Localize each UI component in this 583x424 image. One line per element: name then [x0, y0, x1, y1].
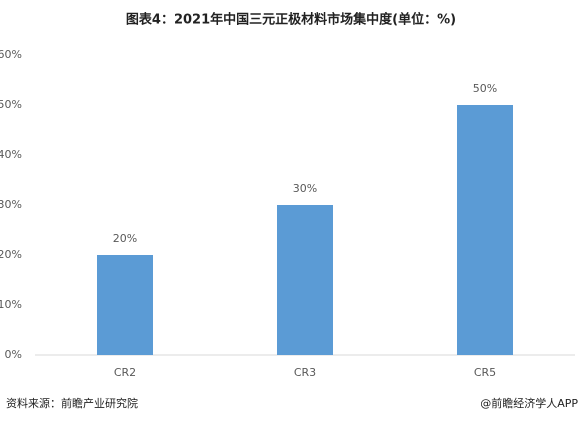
- y-tick-label: 30%: [0, 198, 22, 211]
- y-tick-label: 0%: [5, 348, 22, 361]
- bar: [277, 205, 333, 355]
- value-label: 50%: [473, 82, 497, 95]
- y-tick-label: 40%: [0, 148, 22, 161]
- x-tick-label: CR5: [474, 366, 496, 379]
- y-tick-label: 20%: [0, 248, 22, 261]
- x-tick-label: CR2: [114, 366, 136, 379]
- bar: [97, 255, 153, 355]
- value-label: 20%: [113, 232, 137, 245]
- x-tick-label: CR3: [294, 366, 316, 379]
- bar: [457, 105, 513, 355]
- brand-note: @前瞻经济学人APP: [480, 396, 578, 410]
- y-tick-label: 10%: [0, 298, 22, 311]
- chart-title: 图表4：2021年中国三元正极材料市场集中度(单位：%): [126, 12, 456, 28]
- source-note: 资料来源：前瞻产业研究院: [6, 396, 138, 410]
- y-tick-label: 60%: [0, 48, 22, 61]
- y-tick-label: 50%: [0, 98, 22, 111]
- value-label: 30%: [293, 182, 317, 195]
